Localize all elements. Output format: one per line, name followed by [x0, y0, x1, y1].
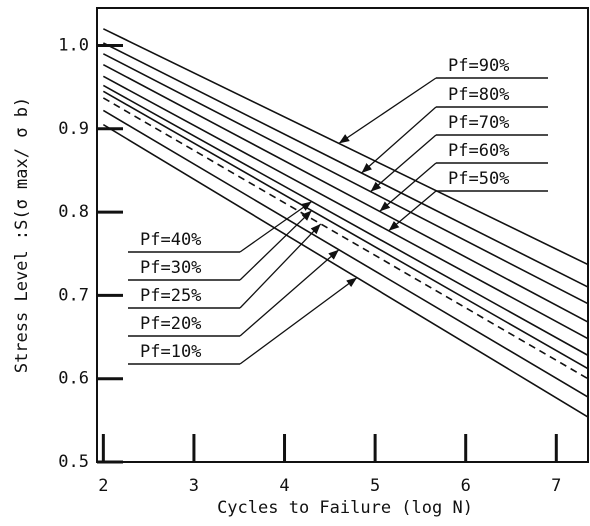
label-arrow [239, 210, 313, 281]
series-line [102, 75, 589, 340]
x-tick-label: 5 [370, 476, 380, 496]
series-label: Pf=30% [140, 258, 201, 278]
y-tick-label: 0.9 [58, 119, 89, 139]
series-label: Pf=60% [448, 141, 509, 161]
label-arrow [239, 277, 358, 365]
plot-frame [96, 7, 589, 463]
y-axis-label: Stress Level :S(σ max/ σ b) [12, 97, 32, 373]
label-arrow [370, 134, 437, 193]
series-label: Pf=20% [140, 314, 201, 334]
label-arrow [239, 200, 313, 253]
series-line [102, 97, 589, 380]
series-label: Pf=10% [140, 342, 201, 362]
y-tick-label: 0.7 [58, 285, 89, 305]
series-label: Pf=70% [448, 113, 509, 133]
series-label: Pf=25% [140, 286, 201, 306]
y-tick-label: 0.5 [58, 452, 89, 472]
x-axis-label: Cycles to Failure (log N) [217, 498, 473, 518]
label-arrow [338, 77, 437, 144]
series-label: Pf=40% [140, 230, 201, 250]
series-label: Pf=80% [448, 85, 509, 105]
y-tick-label: 0.6 [58, 369, 89, 389]
series-line [102, 90, 589, 370]
series-line [102, 63, 589, 323]
series-line [102, 109, 589, 398]
label-arrow [379, 162, 437, 212]
x-tick-label: 6 [461, 476, 471, 496]
series-line [102, 84, 589, 357]
label-arrow [239, 223, 322, 309]
series-line [102, 123, 589, 418]
series-line [102, 28, 589, 266]
x-tick-label: 4 [279, 476, 289, 496]
series-line [102, 42, 589, 288]
y-tick-label: 1.0 [58, 35, 89, 55]
series-line [102, 53, 589, 305]
y-tick-label: 0.8 [58, 202, 89, 222]
x-tick-label: 2 [98, 476, 108, 496]
series-label: Pf=50% [448, 169, 509, 189]
x-tick-label: 3 [189, 476, 199, 496]
label-arrow [361, 106, 437, 174]
x-tick-label: 7 [551, 476, 561, 496]
label-arrow [239, 249, 340, 337]
label-arrow [388, 190, 437, 232]
series-label: Pf=90% [448, 56, 509, 76]
